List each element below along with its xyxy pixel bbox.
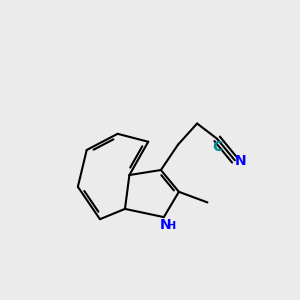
Text: N: N [235,154,247,168]
Text: C: C [213,140,223,154]
Text: N: N [160,218,171,232]
Text: H: H [167,221,176,231]
